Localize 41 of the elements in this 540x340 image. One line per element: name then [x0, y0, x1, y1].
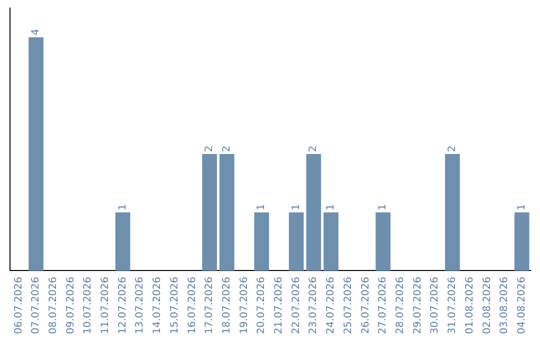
x-tick-label: 22.07.2026 — [290, 276, 302, 334]
x-tick-label: 21.07.2026 — [274, 276, 285, 334]
x-tick-label: 20.07.2026 — [256, 276, 268, 334]
x-tick-label: 03.08.2026 — [499, 276, 510, 334]
x-tick-label: 29.07.2026 — [412, 276, 424, 334]
data-label: 1 — [326, 204, 337, 210]
data-label: 2 — [204, 146, 216, 152]
x-tick-label: 30.07.2026 — [430, 276, 441, 334]
x-tick-label: 27.07.2026 — [378, 276, 389, 334]
x-tick-label: 02.08.2026 — [482, 276, 493, 334]
x-tick-label: 08.07.2026 — [48, 276, 59, 334]
x-tick-label: 09.07.2026 — [65, 276, 76, 334]
x-tick-label: 01.08.2026 — [464, 276, 476, 334]
x-tick-label: 07.07.2026 — [30, 276, 42, 334]
x-tick-label: 23.07.2026 — [308, 276, 320, 334]
x-tick-label: 16.07.2026 — [186, 276, 198, 334]
data-label: 1 — [516, 204, 528, 210]
x-tick-label: 17.07.2026 — [204, 276, 216, 334]
data-label: 1 — [290, 204, 302, 210]
x-tick-label: 11.07.2026 — [100, 276, 112, 334]
data-label: 2 — [221, 146, 232, 152]
x-tick-label: 15.07.2026 — [169, 276, 180, 334]
data-label: 1 — [378, 204, 389, 210]
data-label: 2 — [447, 146, 458, 152]
data-label: 4 — [30, 28, 42, 36]
data-label: 1 — [117, 204, 128, 210]
x-tick-label: 06.07.2026 — [13, 276, 24, 334]
x-tick-label: 24.07.2026 — [326, 276, 337, 334]
x-tick-label: 10.07.2026 — [82, 276, 94, 334]
x-tick-label: 26.07.2026 — [360, 276, 372, 334]
data-label: 1 — [256, 204, 268, 210]
x-tick-label: 14.07.2026 — [152, 276, 164, 334]
x-tick-label: 31.07.2026 — [447, 276, 458, 334]
x-tick-label: 25.07.2026 — [342, 276, 354, 334]
x-tick-label: 12.07.2026 — [117, 276, 128, 334]
x-tick-label: 18.07.2026 — [221, 276, 232, 334]
data-label: 2 — [308, 146, 320, 152]
x-tick-label: 28.07.2026 — [395, 276, 406, 334]
x-tick-label: 19.07.2026 — [238, 276, 250, 334]
x-tick-label: 13.07.2026 — [134, 276, 146, 334]
x-tick-label: 04.08.2026 — [516, 276, 528, 334]
